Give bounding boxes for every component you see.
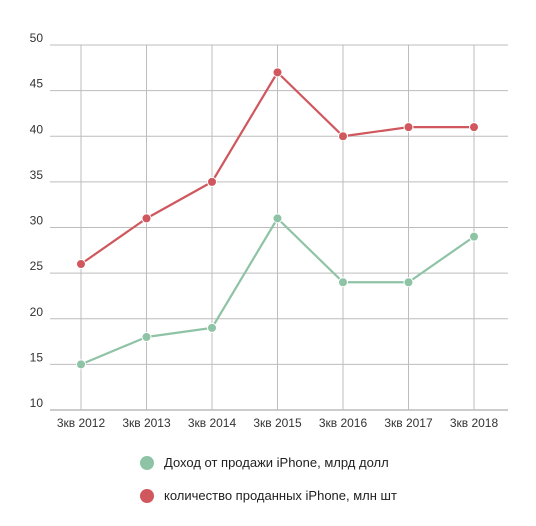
y-tick-label: 20 [30,305,44,319]
y-tick-label: 40 [30,122,44,136]
y-tick-label: 30 [30,214,44,228]
legend-marker-units [140,488,154,503]
data-point-0 [338,277,348,288]
x-tick-label: 3кв 2013 [122,416,171,430]
legend-label-units: количество проданных iPhone, млн шт [164,488,397,503]
data-point-0 [207,322,217,333]
data-point-0 [272,213,283,224]
data-point-0 [141,332,152,342]
legend-marker-revenue [140,455,154,470]
data-point-1 [76,259,86,269]
y-tick-label: 15 [30,350,44,364]
data-point-1 [469,122,479,133]
x-tick-label: 3кв 2014 [188,416,237,430]
data-point-0 [403,277,414,288]
x-tick-label: 3кв 2018 [450,416,499,430]
legend-item-units: количество проданных iPhone, млн шт [140,488,397,503]
data-point-1 [403,122,414,133]
y-tick-label: 35 [30,168,44,182]
data-point-1 [141,213,152,224]
y-tick-label: 10 [30,396,44,410]
x-tick-label: 3кв 2015 [253,416,302,430]
y-tick-label: 45 [30,77,44,91]
data-point-0 [76,359,86,370]
y-tick-label: 50 [30,31,44,45]
y-tick-label: 25 [30,259,44,273]
x-tick-label: 3кв 2016 [319,416,368,430]
x-tick-label: 3кв 2017 [384,416,433,430]
data-point-0 [469,231,479,242]
data-point-1 [338,131,348,142]
legend-label-revenue: Доход от продажи iPhone, млрд долл [164,455,389,470]
data-point-1 [207,176,217,187]
data-point-1 [272,67,283,78]
x-tick-label: 3кв 2012 [57,416,106,430]
legend-item-revenue: Доход от продажи iPhone, млрд долл [140,455,389,470]
